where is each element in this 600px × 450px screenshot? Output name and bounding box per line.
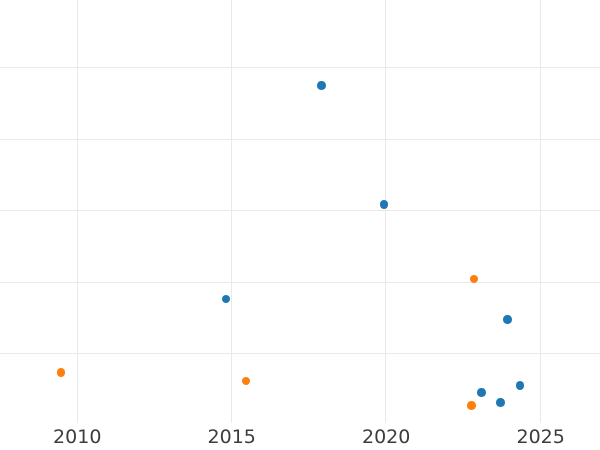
vertical-gridline: [385, 0, 387, 423]
x-tick-label: 2025: [516, 426, 565, 448]
orange-series-point: [469, 274, 479, 284]
x-tick-label: 2015: [207, 426, 256, 448]
blue-series-point: [317, 81, 326, 90]
vertical-gridline: [231, 0, 233, 423]
blue-series-point: [503, 315, 512, 324]
orange-series-point: [467, 401, 476, 410]
blue-series-point: [515, 381, 525, 390]
orange-series-point: [241, 376, 251, 386]
horizontal-gridline: [0, 210, 600, 212]
horizontal-gridline: [0, 281, 600, 283]
blue-series-point: [496, 398, 505, 407]
x-tick-label: 2020: [362, 426, 411, 448]
orange-series-point: [56, 368, 66, 377]
vertical-gridline: [76, 0, 78, 423]
x-tick-label: 2010: [53, 426, 102, 448]
blue-series-point: [379, 200, 389, 209]
blue-series-point: [221, 294, 231, 304]
horizontal-gridline: [0, 353, 600, 355]
blue-series-point: [477, 388, 486, 397]
horizontal-gridline: [0, 67, 600, 69]
plot-area: [0, 0, 600, 423]
horizontal-gridline: [0, 138, 600, 140]
vertical-gridline: [539, 0, 541, 423]
